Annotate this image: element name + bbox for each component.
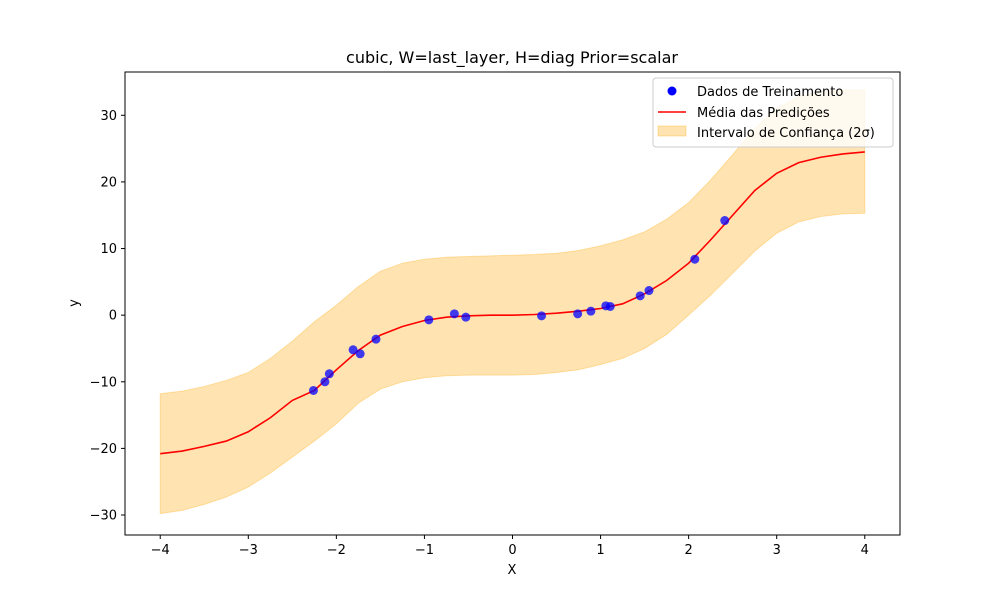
y-tick-label: −20 xyxy=(90,442,117,457)
x-tick-label: 3 xyxy=(773,543,781,558)
x-tick-label: −2 xyxy=(327,543,346,558)
training-point xyxy=(605,302,615,311)
x-tick-label: 0 xyxy=(508,543,516,558)
mean-line-layer xyxy=(160,151,865,455)
training-point xyxy=(573,309,583,319)
x-tick-label: 1 xyxy=(596,543,604,558)
training-point xyxy=(537,311,547,321)
y-tick-label: 20 xyxy=(100,175,117,190)
training-point xyxy=(461,312,471,322)
x-axis-label: X xyxy=(508,563,517,578)
training-point xyxy=(320,377,330,387)
y-tick-label: 30 xyxy=(100,109,117,124)
x-axis: −4 −3 −2 −1 0 1 2 3 4 xyxy=(151,535,869,558)
training-point xyxy=(635,291,645,301)
legend-marker-training xyxy=(667,86,677,96)
legend-marker-band xyxy=(657,125,687,137)
training-point xyxy=(449,309,459,319)
training-point xyxy=(720,216,730,226)
training-point xyxy=(348,345,358,355)
training-point xyxy=(324,369,334,379)
legend-label-mean: Média das Predições xyxy=(697,106,830,121)
x-tick-label: −4 xyxy=(151,543,170,558)
legend: Dados de Treinamento Média das Predições… xyxy=(652,77,894,148)
y-tick-label: 10 xyxy=(100,242,117,257)
y-tick-label: 0 xyxy=(109,309,117,324)
legend-label-band: Intervalo de Confiança (2σ) xyxy=(697,126,875,141)
confidence-band xyxy=(159,89,866,515)
x-tick-label: 2 xyxy=(684,543,692,558)
training-point xyxy=(308,385,318,395)
chart-title: cubic, W=last_layer, H=diag Prior=scalar xyxy=(346,48,678,68)
training-points-layer xyxy=(308,216,730,395)
training-point xyxy=(371,334,381,344)
training-point xyxy=(644,286,654,296)
training-point xyxy=(586,306,596,316)
training-point xyxy=(424,315,434,325)
y-tick-label: −30 xyxy=(90,509,117,524)
y-tick-label: −10 xyxy=(90,375,117,390)
y-axis: −30 −20 −10 0 10 20 30 xyxy=(90,109,125,524)
x-tick-label: −1 xyxy=(415,543,434,558)
legend-label-training: Dados de Treinamento xyxy=(697,85,843,100)
training-point xyxy=(355,349,365,359)
y-axis-label: y xyxy=(67,299,82,307)
x-tick-label: 4 xyxy=(861,543,869,558)
mean-line xyxy=(160,151,865,455)
confidence-band-layer xyxy=(159,89,866,515)
training-point xyxy=(690,254,700,264)
x-tick-label: −3 xyxy=(239,543,258,558)
legend-box xyxy=(652,77,894,148)
